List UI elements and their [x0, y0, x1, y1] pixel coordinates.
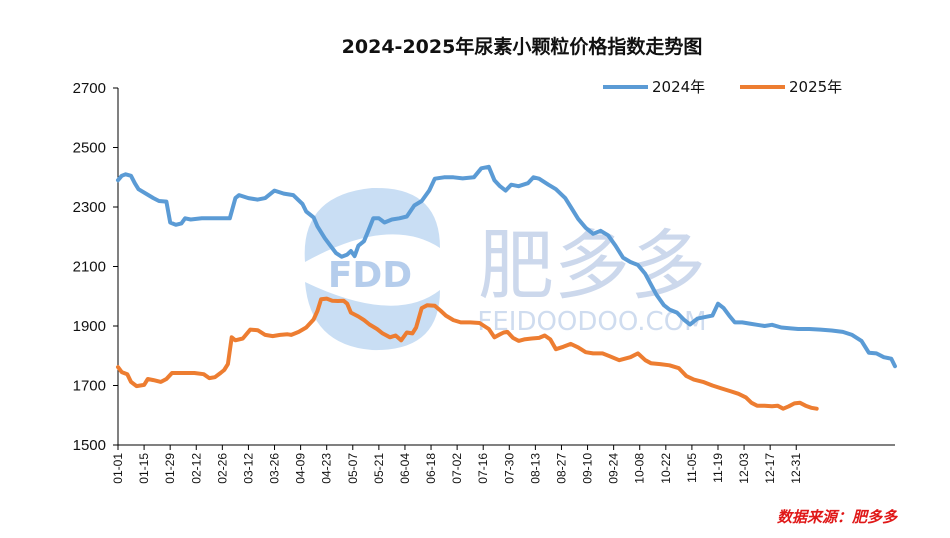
y-axis-ticks: 1500 1700 1900 2100 2300 2500 2700 — [73, 80, 118, 454]
x-tick-label: 12-31 — [789, 453, 803, 484]
x-tick-label: 03-26 — [268, 453, 282, 484]
x-tick-label: 01-29 — [163, 453, 177, 484]
chart-title: 2024-2025年尿素小颗粒价格指数走势图 — [342, 35, 703, 58]
x-tick-label: 12-17 — [763, 453, 777, 484]
x-tick-label: 11-05 — [685, 453, 699, 483]
x-tick-label: 12-03 — [737, 453, 751, 484]
x-tick-label: 02-12 — [189, 453, 203, 484]
watermark: FDD 肥多多 FEIDOODOO.COM — [304, 187, 707, 351]
x-tick-label: 04-09 — [294, 453, 308, 484]
x-tick-label: 02-26 — [215, 453, 229, 484]
x-tick-label: 08-27 — [554, 453, 568, 484]
x-tick-label: 09-10 — [581, 453, 595, 484]
watermark-url-text: FEIDOODOO.COM — [477, 307, 706, 337]
x-tick-label: 10-08 — [633, 453, 647, 484]
legend: 2024年 2025年 — [603, 78, 842, 96]
y-tick-label: 2100 — [73, 259, 106, 276]
x-tick-label: 11-19 — [711, 453, 725, 483]
x-tick-label: 01-15 — [137, 453, 151, 484]
x-tick-label: 06-18 — [424, 453, 438, 484]
series-layer — [116, 164, 897, 411]
legend-label-2024: 2024年 — [652, 78, 705, 96]
y-tick-label: 1500 — [73, 437, 106, 454]
watermark-logo-text: FDD — [328, 255, 412, 296]
watermark-brand-text: 肥多多 — [478, 221, 706, 310]
legend-label-2025: 2025年 — [789, 78, 842, 96]
x-axis-ticks: 01-01 01-15 01-29 02-12 02-26 03-12 03-26 04-09… — [111, 445, 803, 484]
source-label: 数据来源：肥多多 — [777, 508, 898, 526]
x-tick-label: 07-02 — [450, 453, 464, 484]
y-tick-label: 1700 — [73, 378, 106, 395]
series-line-2025 — [116, 296, 819, 411]
x-tick-label: 09-24 — [607, 453, 621, 484]
x-tick-label: 06-04 — [398, 453, 412, 484]
x-tick-label: 07-16 — [476, 453, 490, 484]
series-line-2024 — [116, 164, 897, 369]
y-tick-label: 2700 — [73, 80, 106, 97]
x-tick-label: 03-12 — [241, 453, 255, 484]
y-tick-label: 1900 — [73, 318, 106, 335]
x-tick-label: 04-23 — [320, 453, 334, 484]
x-tick-label: 01-01 — [111, 453, 125, 484]
x-tick-label: 05-07 — [346, 453, 360, 484]
y-tick-label: 2300 — [73, 199, 106, 216]
x-tick-label: 05-21 — [372, 453, 386, 484]
x-tick-label: 08-13 — [528, 453, 542, 484]
x-tick-label: 07-30 — [502, 453, 516, 484]
x-tick-label: 10-22 — [659, 453, 673, 484]
y-tick-label: 2500 — [73, 140, 106, 157]
